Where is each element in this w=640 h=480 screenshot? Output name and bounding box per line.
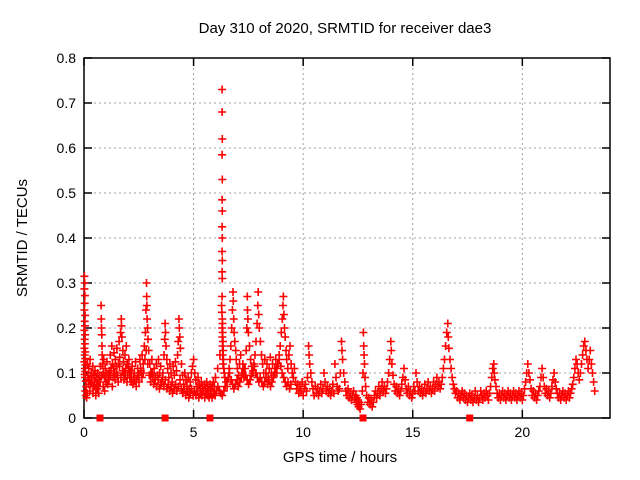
x-axis-label: GPS time / hours: [283, 449, 397, 466]
y-tick-label: 0.3: [57, 275, 77, 291]
y-tick-label: 0.2: [57, 320, 77, 336]
x-tick-label: 5: [190, 424, 198, 440]
y-tick-label: 0.8: [57, 50, 77, 66]
plot-border: [83, 57, 611, 419]
series-axis-event-markers-marker: [466, 414, 474, 422]
series-axis-event-markers-marker: [359, 414, 367, 422]
y-tick-label: 0: [68, 410, 76, 426]
series-axis-event-markers-marker: [206, 414, 214, 422]
chart-title: Day 310 of 2020, SRMTID for receiver dae…: [199, 20, 492, 37]
x-tick-label: 20: [515, 424, 531, 440]
y-tick-label: 0.4: [57, 230, 77, 246]
series-srmtid: [80, 85, 599, 413]
x-tick-label: 15: [405, 424, 421, 440]
series-axis-event-markers-marker: [96, 414, 104, 422]
data-points: [80, 85, 599, 422]
series-axis-event-markers-marker: [161, 414, 169, 422]
x-tick-label: 10: [295, 424, 311, 440]
y-tick-label: 0.7: [57, 95, 77, 111]
y-axis-label: SRMTID / TECUs: [14, 179, 31, 297]
y-tick-label: 0.6: [57, 140, 77, 156]
y-tick-label: 0.1: [57, 365, 77, 381]
x-tick-label: 0: [80, 424, 88, 440]
y-tick-label: 0.5: [57, 185, 77, 201]
axis-tick-labels: 0 5 10 15 20 0 0.1 0.2 0.3 0.4 0.5 0.6 0.7 0.8: [57, 50, 531, 440]
